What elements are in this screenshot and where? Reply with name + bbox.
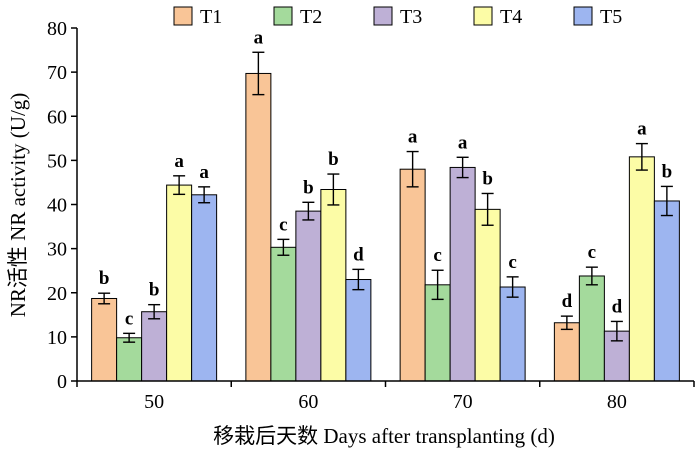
y-tick-label: 30 (47, 239, 67, 261)
legend-swatch-t5 (573, 6, 593, 26)
legend-label-t5: T5 (600, 6, 622, 28)
bar-t5-80 (653, 200, 680, 382)
legend-swatch-t2 (273, 6, 293, 26)
significance-label: c (279, 214, 287, 235)
bar-t5-70 (499, 286, 526, 382)
x-tick-label: 80 (607, 391, 627, 413)
significance-label: c (433, 245, 441, 266)
significance-label: b (99, 268, 110, 289)
error-bars (98, 51, 673, 343)
significance-label: c (125, 308, 133, 329)
significance-label: a (199, 162, 209, 183)
axes: 0 10 20 30 40 50 60 70 80 50 60 70 80 (47, 18, 695, 413)
bar-series (91, 72, 680, 382)
y-tick-label: 50 (47, 150, 67, 172)
significance-label: c (588, 242, 596, 263)
significance-label: d (612, 296, 623, 317)
legend: T1 T2 T3 T4 T5 (173, 6, 622, 28)
x-axis-title: 移栽后天数 Days after transplanting (d) (213, 424, 555, 448)
y-tick-label: 10 (47, 327, 67, 349)
x-tick-label: 50 (144, 391, 164, 413)
bar-t2-70 (424, 284, 451, 382)
bar-t1-50 (91, 297, 118, 382)
y-tick-label: 0 (57, 371, 67, 393)
bar-t4-50 (166, 184, 193, 382)
bar-t2-60 (270, 246, 297, 382)
bar-t4-80 (628, 156, 655, 382)
bar-t4-60 (320, 188, 347, 382)
legend-label-t4: T4 (500, 6, 522, 28)
significance-label: d (353, 244, 364, 265)
bar-t1-80 (553, 322, 580, 382)
legend-label-t3: T3 (400, 6, 422, 28)
significance-label: d (562, 291, 573, 312)
significance-label: a (254, 27, 264, 48)
x-tick-label: 60 (298, 391, 318, 413)
bar-t4-70 (474, 208, 501, 382)
significance-label: b (482, 168, 493, 189)
significance-label: a (174, 151, 184, 172)
significance-label: a (458, 132, 468, 153)
bar-t3-70 (449, 166, 476, 382)
y-tick-label: 60 (47, 106, 67, 128)
significance-label: b (149, 280, 160, 301)
legend-label-t2: T2 (300, 6, 322, 28)
y-tick-label: 80 (47, 18, 67, 40)
bar-t3-50 (141, 311, 168, 382)
legend-swatch-t4 (473, 6, 493, 26)
bar-t5-50 (191, 194, 218, 382)
legend-swatch-t1 (173, 6, 193, 26)
legend-label-t1: T1 (200, 6, 222, 28)
y-tick-label: 40 (47, 195, 67, 217)
legend-swatch-t3 (373, 6, 393, 26)
y-axis-title: NR活性 NR activity (U/g) (6, 93, 30, 318)
bar-t1-70 (399, 168, 426, 382)
y-tick-label: 20 (47, 283, 67, 305)
significance-label: a (408, 127, 418, 148)
x-tick-label: 70 (453, 391, 473, 413)
bar-t3-60 (295, 210, 322, 382)
significance-label: b (662, 161, 673, 182)
significance-label: a (637, 119, 647, 140)
significance-label: b (303, 177, 314, 198)
bar-t1-60 (245, 72, 272, 382)
significance-label: b (328, 149, 339, 170)
bar-t2-80 (578, 275, 605, 382)
significance-label: c (508, 252, 516, 273)
bar-t2-50 (116, 337, 143, 382)
y-tick-label: 70 (47, 62, 67, 84)
bar-t5-60 (345, 279, 372, 382)
